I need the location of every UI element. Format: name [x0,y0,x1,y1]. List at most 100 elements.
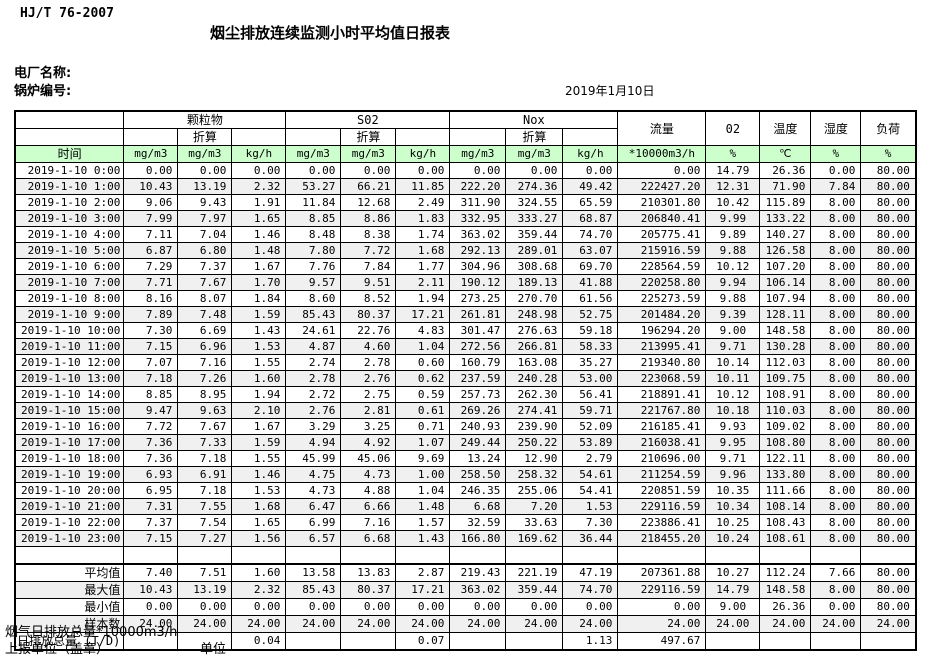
value-cell: 80.00 [860,194,917,211]
summary-value-cell: 13.58 [285,563,342,582]
value-cell: 1.48 [395,498,451,515]
summary-value-cell: 85.43 [285,581,342,599]
value-cell: 1.84 [231,290,287,307]
value-cell: 6.57 [285,530,342,547]
value-cell: 1.43 [395,530,451,547]
time-cell: 2019-1-10 16:00 [14,418,125,435]
value-cell: 9.43 [177,194,233,211]
report-table-wrapper: 颗粒物 S02 Nox 流量 02 温度 湿度 负荷 折算 折算 [14,110,917,651]
value-cell: 4.73 [285,482,342,499]
summary-value-cell: 0.00 [340,598,397,616]
summary-value-cell: 24.00 [705,615,761,633]
value-cell: 59.71 [562,402,619,419]
hour-row: 2019-1-10 2:00 9.06 9.43 1.91 11.84 12.68 2.49… [14,194,917,211]
value-cell: 9.71 [705,338,761,355]
summary-value-cell: 0.07 [395,632,451,651]
value-cell: 225273.59 [617,290,707,307]
value-cell: 6.87 [123,242,179,259]
value-cell: 1.57 [395,514,451,531]
value-cell: 8.95 [177,386,233,403]
value-cell: 273.25 [449,290,507,307]
value-cell: 0.00 [449,162,507,179]
value-cell: 10.42 [705,194,761,211]
value-cell: 8.00 [810,322,862,339]
value-cell: 4.60 [340,338,397,355]
report-date: 2019年1月10日 [565,84,655,98]
value-cell: 206840.41 [617,210,707,227]
unit-nox-conv-mgm3: mg/m3 [505,145,564,163]
summary-value-cell: 24.00 [285,615,342,633]
value-cell: 7.97 [177,210,233,227]
hour-row: 2019-1-10 8:00 8.16 8.07 1.84 8.60 8.52 1.94 27… [14,290,917,307]
spacer-cell [759,546,812,564]
value-cell: 359.44 [505,226,564,243]
value-cell: 2.76 [340,370,397,387]
value-cell: 54.61 [562,466,619,483]
summary-value-cell: 10.43 [123,581,179,599]
value-cell: 169.62 [505,530,564,547]
unit-pm-kgh: kg/h [231,145,287,163]
value-cell: 210301.80 [617,194,707,211]
time-cell: 2019-1-10 23:00 [14,530,125,547]
summary-value-cell: 24.00 [860,615,917,633]
value-cell: 7.84 [340,258,397,275]
value-cell: 6.68 [449,498,507,515]
value-cell: 10.34 [705,498,761,515]
hour-row: 2019-1-10 9:00 7.89 7.48 1.59 85.43 80.37 17.2… [14,306,917,323]
value-cell: 1.04 [395,338,451,355]
value-cell: 8.00 [810,418,862,435]
time-cell: 2019-1-10 5:00 [14,242,125,259]
value-cell: 0.71 [395,418,451,435]
hour-row: 2019-1-10 21:00 7.31 7.55 1.68 6.47 6.66 1.48 6… [14,498,917,515]
value-cell: 13.19 [177,178,233,195]
value-cell: 0.00 [562,162,619,179]
summary-value-cell: 497.67 [617,632,707,651]
value-cell: 1.59 [231,434,287,451]
value-cell: 53.89 [562,434,619,451]
value-cell: 0.61 [395,402,451,419]
value-cell: 1.60 [231,370,287,387]
hour-row: 2019-1-10 6:00 7.29 7.37 1.67 7.76 7.84 1.77 30… [14,258,917,275]
value-cell: 13.24 [449,450,507,467]
spacer-cell [505,546,564,564]
value-cell: 189.13 [505,274,564,291]
value-cell: 22.76 [340,322,397,339]
time-cell: 2019-1-10 2:00 [14,194,125,211]
value-cell: 10.11 [705,370,761,387]
value-cell: 12.68 [340,194,397,211]
standard-code: HJ/T 76-2007 [20,6,114,21]
summary-value-cell: 26.36 [759,598,812,616]
value-cell: 26.36 [759,162,812,179]
value-cell: 4.94 [285,434,342,451]
unit-o2-pct: % [705,145,761,163]
time-cell: 2019-1-10 3:00 [14,210,125,227]
value-cell: 7.30 [562,514,619,531]
value-cell: 215916.59 [617,242,707,259]
summary-row: 最小值 0.00 0.00 0.00 0.00 0.00 0.00 0.00 0.00 0.00 0… [14,598,917,616]
nox-kgh-spacer [562,128,619,146]
summary-value-cell: 80.00 [860,598,917,616]
value-cell: 10.12 [705,258,761,275]
value-cell: 80.00 [860,402,917,419]
value-cell: 333.27 [505,210,564,227]
col-header-humidity: 湿度 [810,110,862,146]
col-header-time: 时间 [14,145,125,163]
value-cell: 7.84 [810,178,862,195]
value-cell: 11.84 [285,194,342,211]
value-cell: 1.55 [231,450,287,467]
value-cell: 45.99 [285,450,342,467]
value-cell: 249.44 [449,434,507,451]
value-cell: 8.85 [285,210,342,227]
value-cell: 54.41 [562,482,619,499]
value-cell: 216185.41 [617,418,707,435]
value-cell: 4.73 [340,466,397,483]
value-cell: 12.31 [705,178,761,195]
value-cell: 10.12 [705,386,761,403]
value-cell: 80.00 [860,226,917,243]
value-cell: 223886.41 [617,514,707,531]
value-cell: 107.20 [759,258,812,275]
value-cell: 80.00 [860,530,917,547]
summary-value-cell: 359.44 [505,581,564,599]
summary-value-cell [505,632,564,651]
group-header-row: 颗粒物 S02 Nox 流量 02 温度 湿度 负荷 [14,110,917,146]
